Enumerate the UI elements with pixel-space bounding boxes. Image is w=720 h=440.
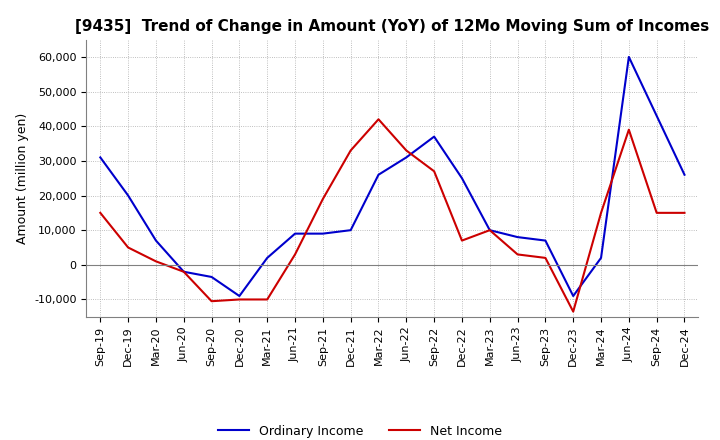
Ordinary Income <box>374 172 383 177</box>
Y-axis label: Amount (million yen): Amount (million yen) <box>16 113 29 244</box>
Title: [9435]  Trend of Change in Amount (YoY) of 12Mo Moving Sum of Incomes: [9435] Trend of Change in Amount (YoY) o… <box>76 19 709 34</box>
Net Income <box>402 148 410 153</box>
Ordinary Income <box>458 176 467 181</box>
Legend: Ordinary Income, Net Income: Ordinary Income, Net Income <box>213 420 507 440</box>
Ordinary Income <box>597 255 606 260</box>
Net Income <box>652 210 661 216</box>
Net Income <box>207 299 216 304</box>
Net Income <box>318 196 327 202</box>
Ordinary Income <box>541 238 550 243</box>
Net Income <box>374 117 383 122</box>
Ordinary Income <box>680 172 689 177</box>
Line: Net Income: Net Income <box>100 119 685 312</box>
Net Income <box>541 255 550 260</box>
Net Income <box>513 252 522 257</box>
Net Income <box>430 169 438 174</box>
Net Income <box>152 259 161 264</box>
Line: Ordinary Income: Ordinary Income <box>100 57 685 296</box>
Ordinary Income <box>624 54 633 59</box>
Net Income <box>597 210 606 216</box>
Ordinary Income <box>263 255 271 260</box>
Net Income <box>235 297 243 302</box>
Ordinary Income <box>430 134 438 139</box>
Ordinary Income <box>402 155 410 160</box>
Net Income <box>291 252 300 257</box>
Ordinary Income <box>291 231 300 236</box>
Net Income <box>680 210 689 216</box>
Net Income <box>458 238 467 243</box>
Ordinary Income <box>318 231 327 236</box>
Ordinary Income <box>485 227 494 233</box>
Net Income <box>624 127 633 132</box>
Ordinary Income <box>569 293 577 299</box>
Net Income <box>569 309 577 314</box>
Net Income <box>124 245 132 250</box>
Ordinary Income <box>179 269 188 275</box>
Ordinary Income <box>513 235 522 240</box>
Ordinary Income <box>152 238 161 243</box>
Net Income <box>96 210 104 216</box>
Ordinary Income <box>96 155 104 160</box>
Ordinary Income <box>346 227 355 233</box>
Net Income <box>485 227 494 233</box>
Ordinary Income <box>124 193 132 198</box>
Net Income <box>346 148 355 153</box>
Ordinary Income <box>235 293 243 299</box>
Net Income <box>263 297 271 302</box>
Ordinary Income <box>207 274 216 279</box>
Net Income <box>179 269 188 275</box>
Ordinary Income <box>652 113 661 118</box>
